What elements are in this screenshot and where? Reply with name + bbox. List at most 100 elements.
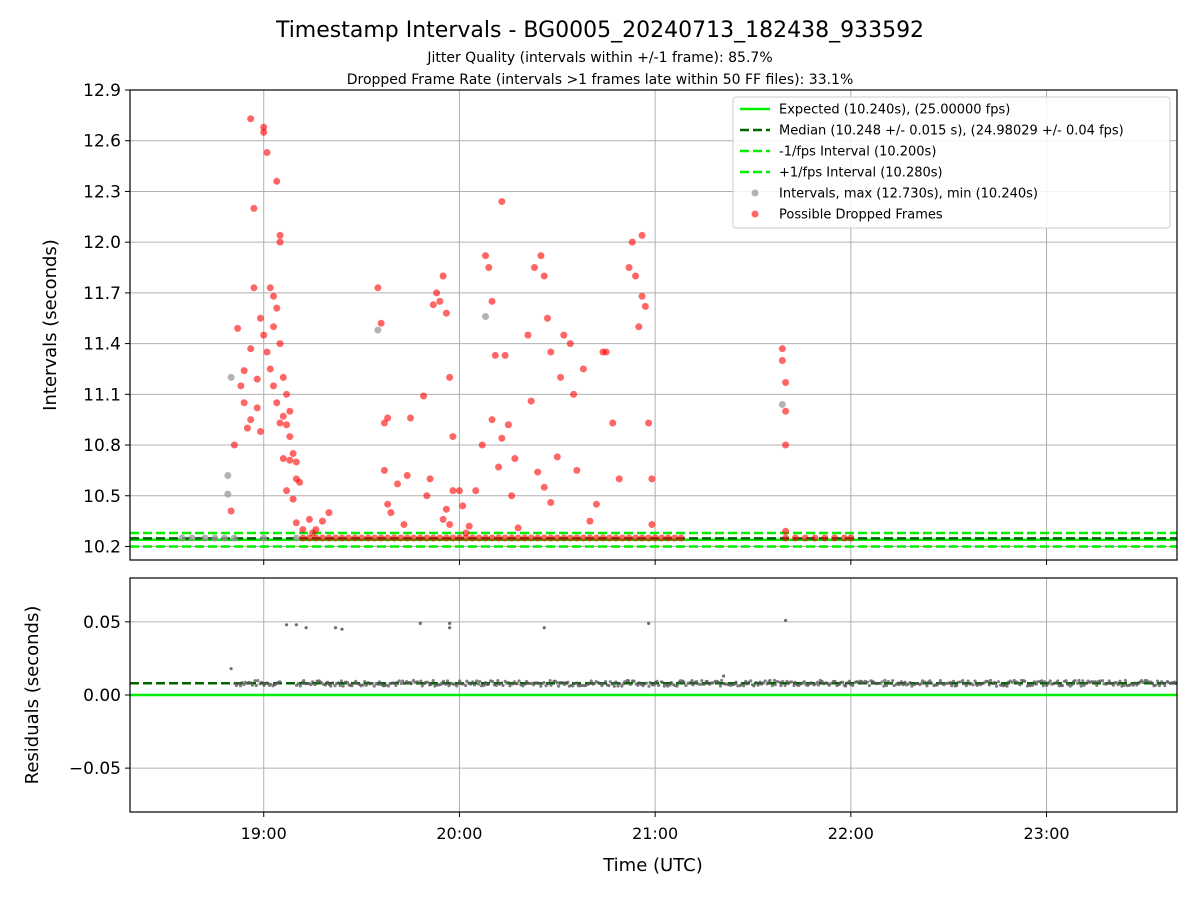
residual-point — [897, 682, 901, 687]
dropped-frame-point — [547, 348, 555, 356]
dropped-frame-point — [270, 323, 278, 331]
residual-point — [891, 679, 895, 683]
dropped-frame-point — [540, 483, 548, 491]
residual-point — [618, 682, 622, 686]
residual-point — [345, 680, 350, 684]
residuals-y-ticks: −0.05 0.00 0.05 — [69, 613, 130, 779]
legend-label-minus-interval: -1/fps Interval (10.200s) — [779, 145, 936, 160]
interval-point — [224, 471, 232, 479]
dropped-frame-point — [426, 475, 434, 483]
dropped-frame-point — [270, 292, 278, 300]
dropped-frame-point — [612, 534, 620, 542]
residual-point — [946, 681, 950, 685]
residual-point — [587, 681, 591, 686]
residual-point — [792, 683, 796, 688]
residuals-y-tick-label: 0.05 — [83, 613, 121, 633]
dropped-frame-point — [312, 526, 320, 534]
residual-point — [1084, 681, 1088, 685]
residual-point — [938, 678, 942, 683]
residual-point — [517, 679, 521, 683]
residual-point — [461, 682, 465, 686]
dropped-frame-point — [495, 534, 503, 542]
dropped-frame-point — [279, 373, 287, 381]
intervals-points — [178, 115, 855, 542]
residual-point — [702, 682, 706, 686]
dropped-frame-point — [530, 264, 538, 272]
residual-point — [265, 681, 269, 685]
intervals-y-tick-label: 10.5 — [83, 487, 121, 507]
residual-point — [539, 684, 543, 688]
residual-point — [827, 683, 831, 687]
residual-point — [377, 680, 382, 684]
dropped-frame-point — [511, 455, 519, 463]
residual-point — [901, 683, 905, 687]
residual-point — [323, 683, 328, 687]
legend-label-expected: Expected (10.240s), (25.00000 fps) — [779, 103, 1010, 118]
interval-point — [221, 534, 229, 542]
residual-point — [716, 680, 721, 684]
dropped-frame-point — [560, 534, 568, 542]
residual-point — [1107, 679, 1111, 683]
residual-point — [425, 680, 430, 684]
dropped-frame-point — [635, 323, 643, 331]
dropped-frame-point — [436, 534, 444, 542]
residual-point — [1116, 683, 1120, 687]
dropped-frame-point — [586, 517, 594, 525]
residual-point — [501, 683, 505, 688]
legend-label-dropped: Possible Dropped Frames — [779, 208, 943, 223]
residual-point — [234, 683, 239, 688]
residuals-points — [229, 618, 1178, 688]
residual-point — [444, 682, 448, 686]
chart-subtitle-dropped: Dropped Frame Rate (intervals >1 frames … — [347, 72, 854, 88]
dropped-frame-point — [782, 527, 790, 535]
legend-label-intervals: Intervals, max (12.730s), min (10.240s) — [779, 187, 1038, 202]
intervals-plot-frame — [129, 89, 1178, 561]
residual-point — [336, 681, 340, 685]
residual-point — [1091, 680, 1095, 684]
dropped-frame-point — [488, 416, 496, 424]
dropped-frame-point — [632, 272, 640, 280]
dropped-frame-point — [782, 534, 790, 542]
residual-point — [732, 682, 736, 686]
dropped-frame-point — [641, 302, 649, 310]
residual-point — [657, 683, 661, 688]
residual-point — [903, 680, 907, 684]
dropped-frame-point — [524, 331, 532, 339]
residual-outlier-point — [229, 667, 233, 671]
dropped-frame-point — [628, 238, 636, 246]
residual-point — [601, 682, 605, 686]
dropped-frame-point — [648, 520, 656, 528]
residual-point — [1155, 679, 1160, 683]
residual-point — [603, 680, 608, 684]
dropped-frame-point — [553, 534, 561, 542]
residual-point — [496, 678, 500, 683]
dropped-frame-point — [446, 373, 454, 381]
residual-point — [268, 682, 273, 686]
residual-point — [986, 679, 990, 684]
x-tick-label: 19:00 — [241, 824, 287, 843]
residual-point — [400, 679, 405, 683]
residual-point — [882, 684, 886, 688]
dropped-frame-point — [240, 399, 248, 407]
residual-point — [923, 680, 927, 684]
residual-point — [1118, 679, 1122, 683]
dropped-frame-point — [625, 534, 633, 542]
residual-point — [851, 683, 855, 688]
dropped-frame-point — [778, 357, 786, 365]
residual-point — [254, 683, 258, 688]
residual-point — [749, 679, 753, 683]
residual-point — [652, 683, 656, 687]
residual-point — [813, 682, 817, 686]
residual-point — [1111, 683, 1115, 687]
residual-outlier-point — [304, 626, 308, 630]
residual-point — [1040, 679, 1044, 683]
dropped-frame-point — [273, 177, 281, 185]
residual-point — [1005, 684, 1009, 688]
residual-point — [575, 681, 579, 685]
residual-outlier-point — [722, 674, 726, 678]
residual-point — [610, 682, 614, 686]
residual-point — [705, 680, 709, 684]
dropped-frame-point — [491, 351, 499, 359]
residual-point — [313, 683, 317, 687]
dropped-frame-point — [380, 466, 388, 474]
